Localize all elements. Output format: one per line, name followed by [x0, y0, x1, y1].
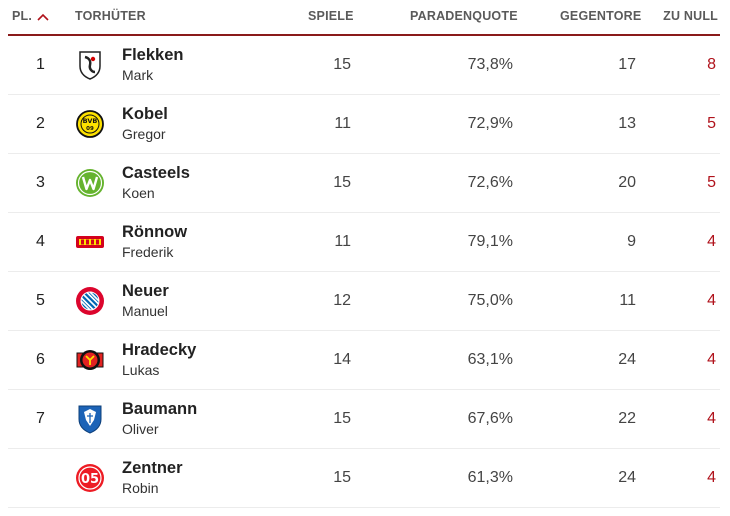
- chevron-up-icon: [37, 13, 49, 21]
- svg-text:BVB: BVB: [83, 117, 98, 125]
- goalkeeper-name[interactable]: Casteels Koen: [122, 154, 190, 212]
- rank: 1: [36, 56, 45, 73]
- firstname: Robin: [122, 480, 159, 496]
- goalkeeper-name[interactable]: Hradecky Lukas: [122, 331, 196, 389]
- freiburg-crest-icon: [74, 36, 106, 94]
- svg-text:09: 09: [86, 126, 94, 132]
- goals-against: 11: [619, 292, 636, 309]
- goalkeeper-name[interactable]: Neuer Manuel: [122, 272, 169, 330]
- firstname: Oliver: [122, 421, 159, 437]
- clean-sheets: 5: [707, 174, 716, 191]
- firstname: Gregor: [122, 126, 166, 142]
- surname: Baumann: [122, 400, 198, 418]
- svg-text:05: 05: [81, 472, 99, 487]
- goalkeeper-name[interactable]: Kobel Gregor: [122, 95, 168, 153]
- save-rate: 61,3%: [467, 469, 513, 486]
- rank: 5: [36, 292, 45, 309]
- games: 15: [333, 174, 351, 191]
- clean-sheets: 4: [707, 351, 716, 368]
- rank: 3: [36, 174, 45, 191]
- save-rate: 67,6%: [467, 410, 513, 427]
- games: 15: [333, 410, 351, 427]
- goals-against: 22: [618, 410, 636, 427]
- clean-sheets: 4: [707, 469, 716, 486]
- wolfsburg-crest-icon: [74, 154, 106, 212]
- games: 14: [333, 351, 351, 368]
- goalkeeper-table: PL. TORHÜTER SPIELE PARADENQUOTE GEGENTO…: [8, 0, 720, 508]
- goalkeeper-name[interactable]: Zentner Robin: [122, 449, 183, 507]
- table-row[interactable]: 4 Rönnow Frederik 11 79,1% 9 4: [8, 213, 720, 272]
- save-rate: 63,1%: [467, 351, 513, 368]
- clean-sheets: 4: [707, 233, 716, 250]
- surname: Zentner: [122, 459, 183, 477]
- clean-sheets: 4: [707, 292, 716, 309]
- save-rate: 79,1%: [467, 233, 513, 250]
- table-row[interactable]: 2 BVB 09 Kobel Gregor 11 72,9% 13 5: [8, 95, 720, 154]
- rank: 4: [36, 233, 45, 250]
- firstname: Koen: [122, 185, 155, 201]
- column-header-clean-sheets[interactable]: ZU NULL: [663, 9, 718, 23]
- firstname: Manuel: [122, 303, 168, 319]
- column-header-goals-against[interactable]: GEGENTORE: [560, 9, 642, 23]
- firstname: Lukas: [122, 362, 160, 378]
- table-row[interactable]: 7 Baumann Oliver 15 67,6% 22 4: [8, 390, 720, 449]
- goals-against: 20: [618, 174, 636, 191]
- games: 11: [334, 233, 351, 250]
- column-header-goalkeeper[interactable]: TORHÜTER: [75, 9, 146, 23]
- games: 11: [334, 115, 351, 132]
- surname: Casteels: [122, 164, 190, 182]
- column-header-save-rate[interactable]: PARADENQUOTE: [410, 9, 518, 23]
- column-header-rank[interactable]: PL.: [12, 9, 49, 23]
- table-row[interactable]: 5 Neuer Manuel 12 75,0% 11 4: [8, 272, 720, 331]
- rank: 7: [36, 410, 45, 427]
- union-berlin-crest-icon: [74, 213, 106, 271]
- goals-against: 17: [618, 56, 636, 73]
- firstname: Frederik: [122, 244, 174, 260]
- table-row[interactable]: 6 Hradecky Lukas 14 63,1% 24 4: [8, 331, 720, 390]
- games: 12: [333, 292, 351, 309]
- leverkusen-crest-icon: [74, 331, 106, 389]
- clean-sheets: 8: [707, 56, 716, 73]
- surname: Rönnow: [122, 223, 188, 241]
- bayern-crest-icon: [74, 272, 106, 330]
- goals-against: 24: [618, 351, 636, 368]
- hoffenheim-crest-icon: [74, 390, 106, 448]
- save-rate: 72,6%: [467, 174, 513, 191]
- save-rate: 73,8%: [467, 56, 513, 73]
- rank: 2: [36, 115, 45, 132]
- mainz-crest-icon: 05: [74, 449, 106, 507]
- column-header-games[interactable]: SPIELE: [308, 9, 354, 23]
- dortmund-crest-icon: BVB 09: [74, 95, 106, 153]
- column-header-rank-label: PL.: [12, 9, 33, 23]
- table-header: PL. TORHÜTER SPIELE PARADENQUOTE GEGENTO…: [8, 0, 720, 36]
- rank: 6: [36, 351, 45, 368]
- table-row[interactable]: 3 Casteels Koen 15 72,6% 20 5: [8, 154, 720, 213]
- clean-sheets: 4: [707, 410, 716, 427]
- goals-against: 13: [618, 115, 636, 132]
- games: 15: [333, 469, 351, 486]
- goals-against: 9: [627, 233, 636, 250]
- surname: Neuer: [122, 282, 169, 300]
- table-row[interactable]: 1 Flekken Mark 15 73,8% 17 8: [8, 36, 720, 95]
- goalkeeper-name[interactable]: Rönnow Frederik: [122, 213, 187, 271]
- games: 15: [333, 56, 351, 73]
- surname: Kobel: [122, 105, 168, 123]
- save-rate: 72,9%: [467, 115, 513, 132]
- firstname: Mark: [122, 67, 154, 83]
- goalkeeper-name[interactable]: Baumann Oliver: [122, 390, 197, 448]
- surname: Flekken: [122, 46, 184, 64]
- goals-against: 24: [618, 469, 636, 486]
- surname: Hradecky: [122, 341, 197, 359]
- table-row[interactable]: 05 Zentner Robin 15 61,3% 24 4: [8, 449, 720, 508]
- goalkeeper-name[interactable]: Flekken Mark: [122, 36, 183, 94]
- save-rate: 75,0%: [467, 292, 513, 309]
- clean-sheets: 5: [707, 115, 716, 132]
